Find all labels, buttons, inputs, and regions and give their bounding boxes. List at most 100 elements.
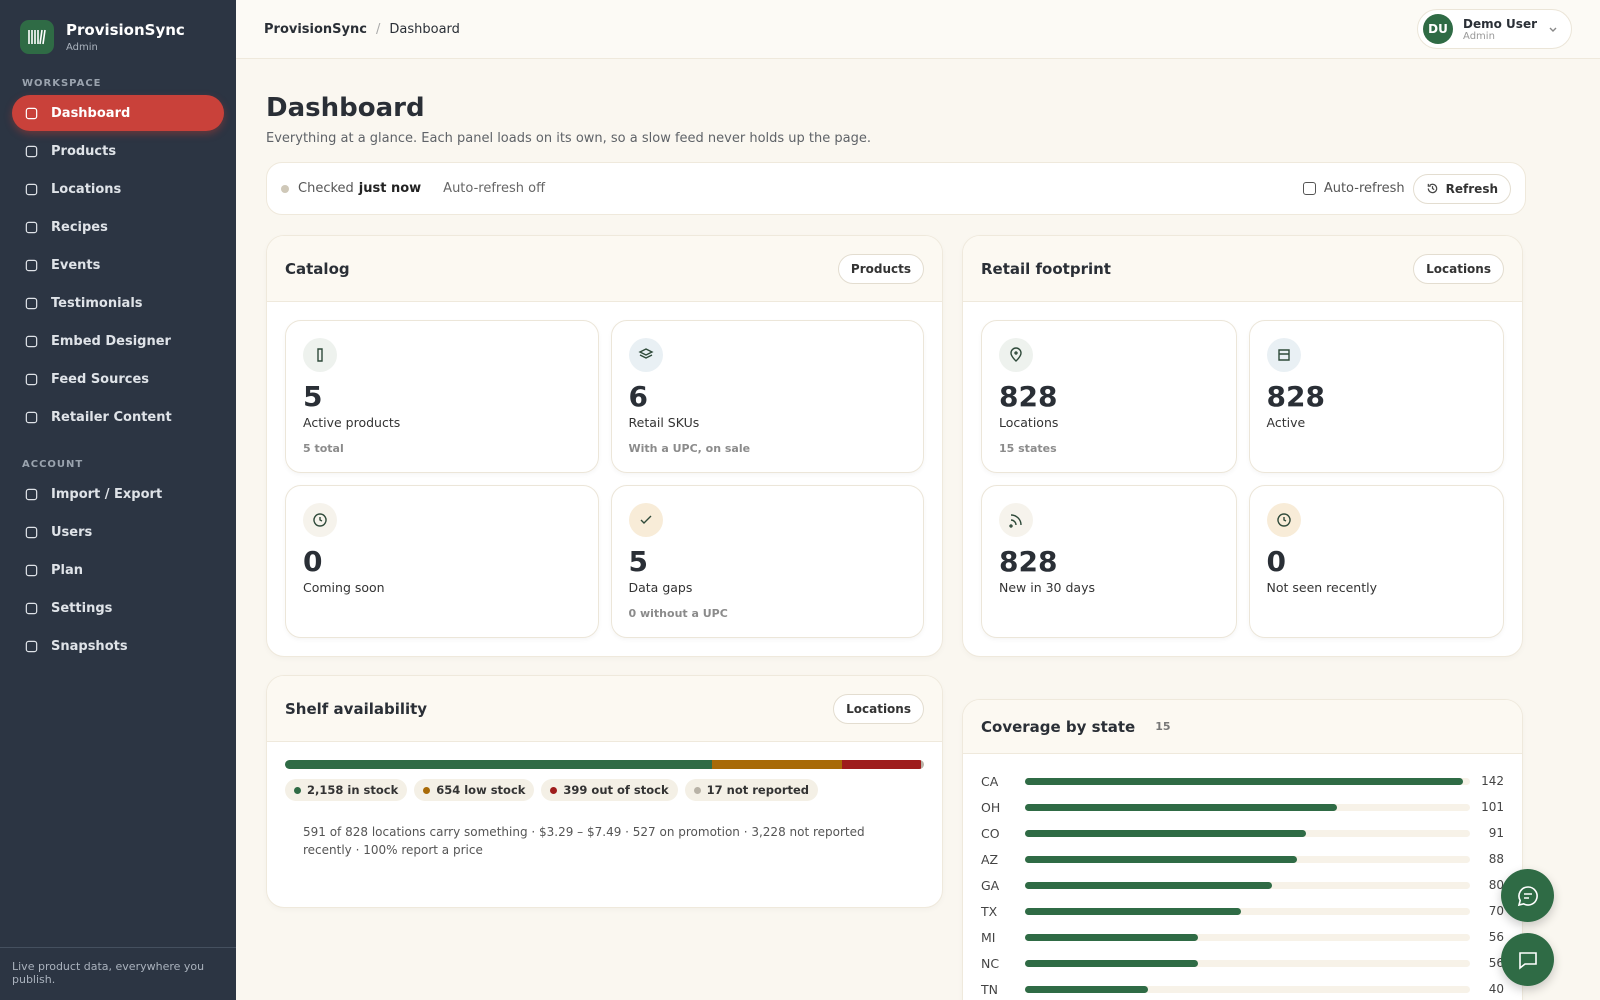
nav-item[interactable]: Retailer Content: [12, 399, 224, 435]
nav-item[interactable]: Testimonials: [12, 285, 224, 321]
chip-label: 654 low stock: [436, 783, 526, 797]
nav-item[interactable]: Plan: [12, 552, 224, 588]
coverage-bar: [1025, 907, 1242, 915]
coverage-row: GA 80: [981, 872, 1504, 898]
chat-icon: [1518, 951, 1537, 970]
nav-label: Testimonials: [51, 295, 143, 311]
nav-icon: [25, 183, 38, 195]
topbar: ProvisionSync / Dashboard DU Demo User Ad…: [236, 0, 1600, 59]
stat-label: Data gaps: [628, 580, 693, 595]
breadcrumb[interactable]: ProvisionSync: [264, 21, 367, 37]
state-value: 40: [1488, 982, 1504, 996]
nav-item[interactable]: Users: [12, 514, 224, 550]
stock-legend: 2,158 in stock 654 low stock 399 out of st…: [267, 769, 942, 801]
nav-icon: [25, 297, 38, 309]
stat-card: 5 Active products 5 total: [285, 320, 599, 473]
brand-name: ProvisionSync: [66, 21, 185, 39]
coverage-rows: CA142OH101CO91AZ88GA80TX70MI56NC56TN40IL…: [963, 754, 1522, 1000]
brand[interactable]: ProvisionSync Admin: [0, 0, 236, 54]
glyph: [637, 348, 654, 359]
refresh-button[interactable]: Refresh: [1412, 173, 1511, 204]
state-value: 70: [1488, 904, 1504, 918]
nav-label: Import / Export: [51, 486, 163, 502]
chevron: [1549, 27, 1557, 32]
card-title: Retail footprint: [981, 259, 1111, 278]
chip-label: 2,158 in stock: [307, 783, 399, 797]
nav-item[interactable]: Products: [12, 133, 224, 169]
stat-note: 15 states: [999, 442, 1057, 455]
nav-item[interactable]: Snapshots: [12, 628, 224, 664]
chip-label: 17 not reported: [706, 783, 810, 797]
state-value: 142: [1481, 774, 1504, 788]
nav-icon: [25, 107, 38, 119]
coverage-bar: [1025, 985, 1149, 993]
stock-bar: [285, 760, 924, 769]
stat-card: 5 Data gaps 0 without a UPC: [610, 485, 924, 638]
nav-label: Locations: [51, 181, 122, 197]
track: [1025, 985, 1470, 993]
nav-item[interactable]: Locations: [12, 171, 224, 207]
state: TX: [981, 903, 998, 919]
feedback-button[interactable]: [1501, 869, 1554, 922]
nav-label: Settings: [51, 600, 113, 616]
user-menu[interactable]: DU Demo User Admin: [1417, 9, 1572, 49]
nav-item[interactable]: Feed Sources: [12, 361, 224, 397]
glyph: [1277, 349, 1290, 361]
nav-item[interactable]: Import / Export: [12, 476, 224, 512]
checkbox[interactable]: [1302, 182, 1316, 195]
glyph: [313, 513, 327, 527]
stat-card: 0 Coming soon: [285, 485, 599, 638]
nav-label: Dashboard: [51, 105, 131, 121]
nav-item[interactable]: Embed Designer: [12, 323, 224, 359]
stock-chip: 654 low stock: [414, 779, 535, 801]
nav-icon: [25, 259, 38, 271]
nav-icon: [25, 221, 38, 233]
nav-item[interactable]: Dashboard: [12, 95, 224, 131]
chat-button[interactable]: [1501, 933, 1554, 986]
shelf-note: 591 of 828 locations carry something · $…: [303, 825, 865, 857]
glyph: [1276, 513, 1291, 527]
chat-icon: [1517, 885, 1538, 906]
stats: 828 Locations 15 states 828 Active 828 New in …: [963, 302, 1522, 656]
nav-icon: [25, 526, 38, 538]
status-dot: [281, 184, 289, 193]
nav-icon: [25, 411, 38, 423]
stock-segment: [920, 760, 924, 769]
nav-label: Plan: [51, 562, 84, 578]
icon: [1266, 338, 1301, 372]
coverage-row: TN 40: [981, 976, 1504, 1000]
content: Dashboard Everything at a glance. Each p…: [236, 59, 1526, 1000]
card-link[interactable]: Locations: [1413, 253, 1504, 284]
track: [1025, 907, 1470, 915]
right-column: Retail footprint Locations 828 Locations 15…: [962, 235, 1523, 1000]
stat-label: Locations: [999, 415, 1059, 430]
avatar: DU: [1423, 14, 1454, 44]
stat-note: With a UPC, on sale: [628, 442, 751, 455]
stock-segment: [712, 760, 842, 769]
nav-item[interactable]: Recipes: [12, 209, 224, 245]
chip-dot: [423, 786, 431, 794]
nav-section: WORKSPACE: [22, 78, 102, 89]
coverage-bar: [1025, 777, 1464, 785]
state-value: 91: [1488, 826, 1504, 840]
state-value: 80: [1488, 878, 1504, 892]
stat-label: Not seen recently: [1266, 580, 1377, 595]
nav-item[interactable]: Settings: [12, 590, 224, 626]
card-link[interactable]: Products: [837, 253, 924, 284]
auto-refresh-toggle[interactable]: Auto-refresh: [1302, 181, 1405, 196]
track: [1025, 959, 1470, 967]
stats: 5 Active products 5 total 6 Retail SKUs With …: [267, 302, 942, 656]
brand-role: Admin: [66, 42, 98, 53]
track: [1025, 829, 1470, 837]
stat-value: 828: [999, 545, 1058, 578]
catalog-card: Catalog Products 5 Active products 5 total 6…: [266, 235, 943, 657]
nav-icon: [25, 145, 38, 157]
card-link[interactable]: Locations: [833, 693, 924, 724]
nav-item[interactable]: Events: [12, 247, 224, 283]
nav-label: Retailer Content: [51, 409, 172, 425]
nav-icon: [25, 373, 38, 385]
stat-label: Active products: [303, 415, 401, 430]
track: [1025, 881, 1470, 889]
state-value: 56: [1488, 956, 1504, 970]
